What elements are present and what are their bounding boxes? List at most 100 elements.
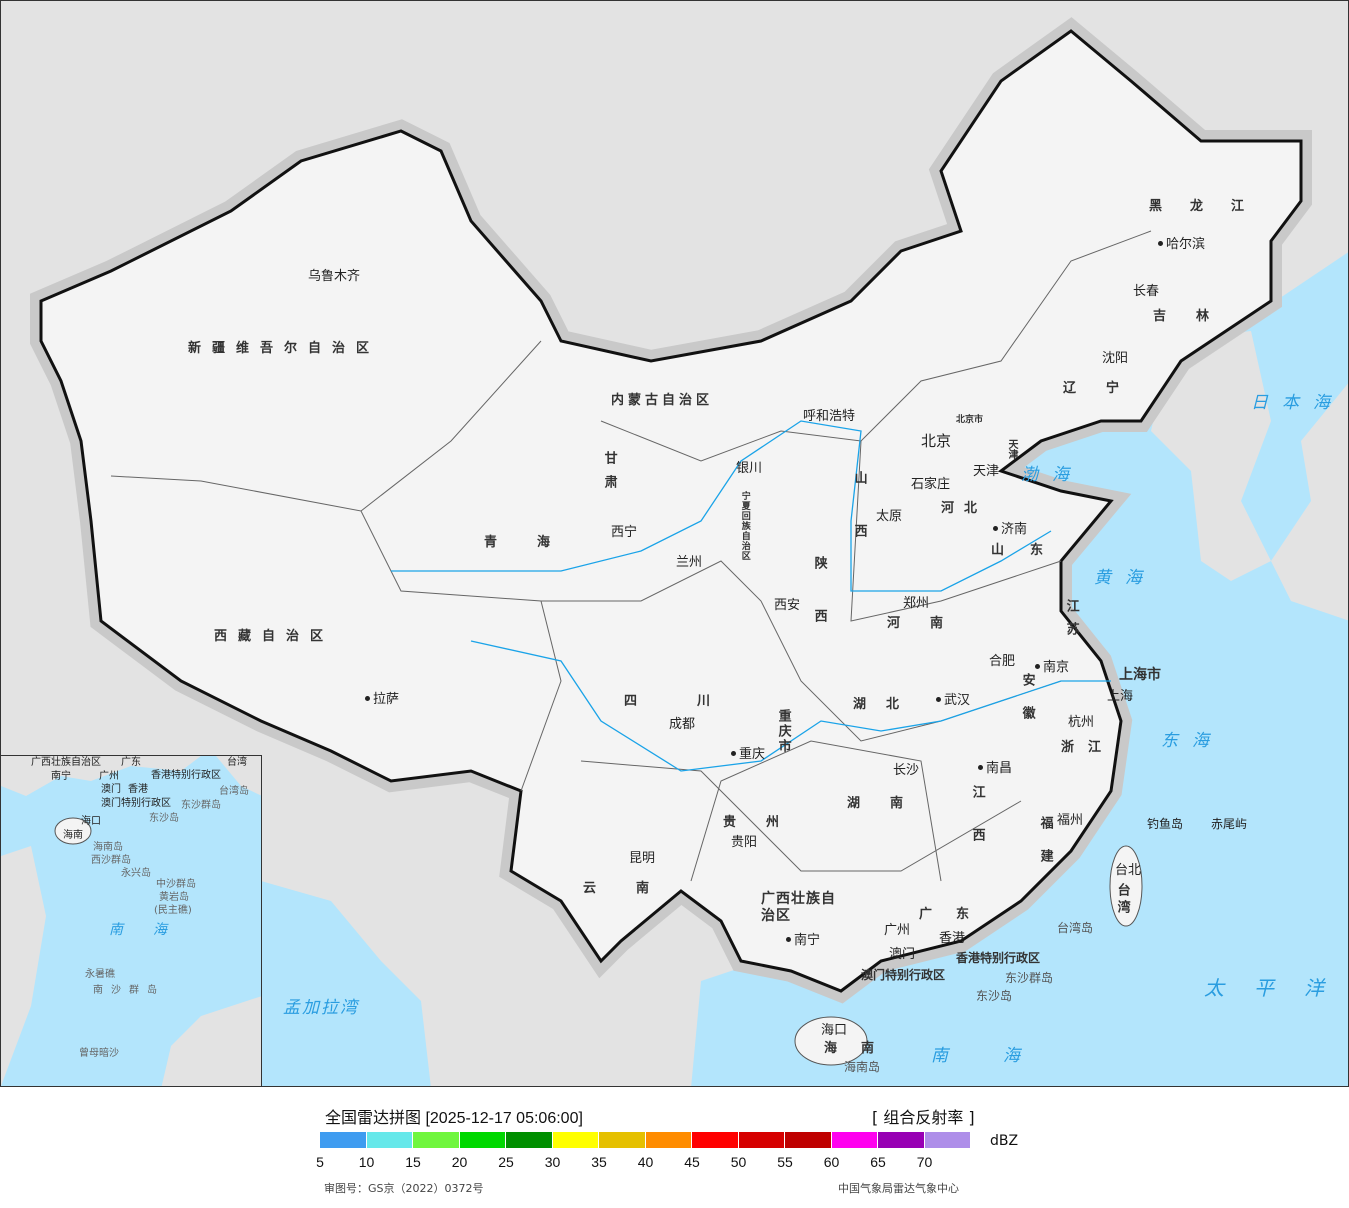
inset-nanning: 南宁 — [51, 771, 71, 782]
legend-swatch — [878, 1132, 924, 1148]
legend-swatch — [692, 1132, 738, 1148]
legend-tick: 60 — [823, 1154, 840, 1170]
city-zhengzhou: 郑州 — [903, 596, 930, 611]
city-lhasa: 拉萨 — [365, 692, 399, 708]
inset-dongsha: 东沙岛 — [149, 813, 179, 824]
taiwan-island — [1109, 845, 1143, 927]
label-jilin: 吉林 — [1153, 309, 1240, 324]
label-tianjin: 天津 — [1006, 439, 1017, 459]
legend-tick: 40 — [637, 1154, 654, 1170]
inset-minzhu: (民主礁) — [154, 905, 192, 916]
inset-hainan: 海南 — [63, 830, 83, 841]
sea-east: 东海 — [1161, 731, 1223, 751]
label-taiwan: 台湾 — [1114, 883, 1130, 917]
city-changchun: 长春 — [1133, 284, 1160, 299]
korea-japan — [1151, 331, 1348, 621]
label-liaoning: 辽宁 — [1063, 381, 1150, 396]
map-shapes — [30, 17, 1348, 1086]
product-label: [ 组合反射率 ] — [872, 1108, 975, 1127]
province-borders — [110, 230, 1152, 882]
city-xian: 西安 — [774, 598, 801, 613]
source-label: 中国气象局雷达气象中心 — [838, 1182, 959, 1195]
radar-map[interactable]: 新疆维吾尔自治区 西藏自治区 青海 甘肃 内蒙古自治区 黑龙江 吉林 辽宁 河北… — [0, 0, 1349, 1087]
inset-huangyan: 黄岩岛 — [159, 892, 189, 903]
city-yinchuan: 银川 — [736, 461, 763, 476]
sea-bengal: 孟加拉湾 — [283, 998, 359, 1018]
city-hefei: 合肥 — [989, 654, 1016, 669]
label-beijing-shi: 北京市 — [956, 415, 984, 425]
inset-taiwan-island: 台湾岛 — [219, 786, 249, 797]
label-xizang: 西藏自治区 — [214, 629, 335, 644]
legend-tick: 70 — [916, 1154, 933, 1170]
legend-tick: 55 — [777, 1154, 793, 1170]
legend-unit: dBZ — [990, 1133, 1019, 1149]
city-lanzhou: 兰州 — [676, 555, 703, 570]
inset-nansha: 南沙群岛 — [93, 985, 165, 996]
city-shijiazhuang: 石家庄 — [911, 477, 951, 492]
label-henan: 河南 — [887, 616, 974, 631]
legend-swatch — [645, 1132, 691, 1148]
inset-guangzhou: 广州 — [99, 771, 119, 782]
sea-yellow: 黄海 — [1094, 568, 1156, 588]
south-china-sea-inset: 广西壮族自治区 南宁 广东 广州 澳门 香港 香港特别行政区 澳门特别行政区 台… — [1, 755, 262, 1086]
sea-japan: 日本海 — [1251, 393, 1344, 413]
city-shenyang: 沈阳 — [1102, 351, 1129, 366]
legend-tick: 50 — [730, 1154, 747, 1170]
label-gansu: 甘肃 — [601, 451, 617, 499]
legend-swatch — [831, 1132, 877, 1148]
label-qinghai: 青海 — [484, 535, 591, 550]
label-shandong: 山东 — [991, 543, 1070, 558]
legend-swatch — [599, 1132, 645, 1148]
city-harbin: 哈尔滨 — [1158, 237, 1205, 253]
label-hongkong-sar: 香港特别行政区 — [956, 951, 1041, 965]
island-dongsha: 东沙岛 — [976, 989, 1013, 1003]
label-chongqing: 重庆市 — [775, 709, 791, 754]
island-diaoyu: 钓鱼岛 — [1147, 817, 1184, 831]
inset-yongshu: 永暑礁 — [85, 969, 115, 980]
legend-tick: 10 — [358, 1154, 375, 1170]
legend-tick: 65 — [870, 1154, 886, 1170]
city-nanjing: 南京 — [1035, 660, 1069, 676]
city-xining: 西宁 — [611, 525, 638, 540]
legend-swatch — [785, 1132, 831, 1148]
city-chengdu: 成都 — [669, 717, 696, 732]
legend-swatch — [459, 1132, 505, 1148]
inset-xisha: 西沙群岛 — [91, 855, 131, 866]
city-guangzhou: 广州 — [884, 923, 911, 938]
city-guiyang: 贵阳 — [731, 835, 758, 850]
label-jiangsu: 江苏 — [1063, 599, 1079, 645]
city-hangzhou: 杭州 — [1068, 715, 1095, 730]
city-hongkong: 香港 — [939, 931, 966, 946]
sea-pacific: 太平洋 — [1204, 976, 1349, 1000]
inset-macao: 澳门 — [101, 784, 121, 795]
city-chongqing: 重庆 — [731, 747, 765, 763]
island-taiwan: 台湾岛 — [1057, 921, 1094, 935]
inset-shapes — [1, 756, 261, 1086]
city-hohhot: 呼和浩特 — [803, 409, 856, 424]
inset-macao-sar: 澳门特别行政区 — [101, 798, 171, 809]
china-land — [39, 29, 1303, 993]
city-haikou: 海口 — [821, 1023, 848, 1038]
inset-zhongsha: 中沙群岛 — [156, 879, 196, 890]
legend-tick: 5 — [316, 1154, 324, 1170]
label-hunan: 湖南 — [847, 796, 934, 811]
sea-bohai: 渤海 — [1021, 465, 1083, 485]
inset-hongkong: 香港 — [128, 784, 148, 795]
legend-swatch — [413, 1132, 459, 1148]
hainan-island — [794, 1016, 868, 1066]
label-shanghai-shi: 上海市 — [1119, 667, 1161, 683]
inset-hainan-island: 海南岛 — [93, 842, 123, 853]
city-changsha: 长沙 — [893, 763, 920, 778]
inset-zengmu: 曾母暗沙 — [79, 1048, 119, 1059]
label-hebei: 河北 — [941, 501, 988, 516]
city-taiyuan: 太原 — [876, 509, 903, 524]
city-urumqi: 乌鲁木齐 — [308, 269, 361, 284]
legend-swatch — [506, 1132, 552, 1148]
label-heilongjiang: 黑龙江 — [1149, 199, 1273, 214]
legend-tick: 45 — [684, 1154, 700, 1170]
legend-tick: 20 — [451, 1154, 468, 1170]
rivers — [391, 420, 1111, 772]
label-anhui: 安徽 — [1019, 673, 1035, 739]
city-wuhan: 武汉 — [936, 693, 970, 709]
legend-swatch — [320, 1132, 366, 1148]
